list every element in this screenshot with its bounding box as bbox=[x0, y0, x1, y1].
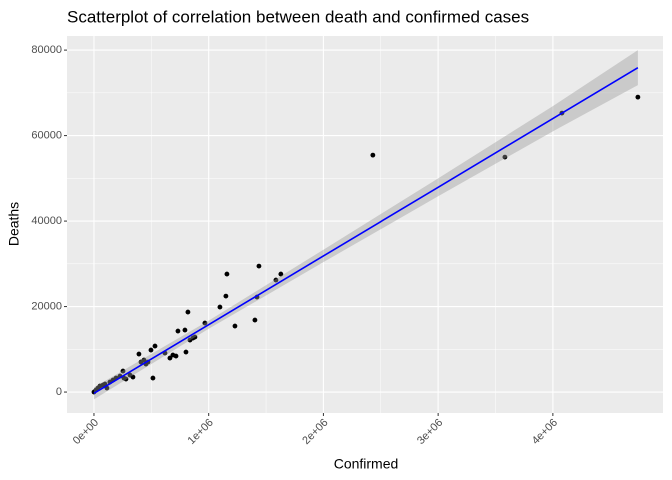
data-point bbox=[202, 320, 208, 326]
data-point bbox=[273, 277, 279, 283]
fit-line bbox=[93, 66, 639, 395]
data-point bbox=[370, 152, 376, 158]
chart-title: Scatterplot of correlation between death… bbox=[67, 7, 529, 26]
data-point bbox=[183, 349, 189, 355]
data-point bbox=[502, 154, 508, 160]
data-point bbox=[173, 353, 179, 359]
y-tick-label: 40000 bbox=[31, 215, 62, 227]
x-tick-label: 0e+00 bbox=[71, 417, 101, 447]
data-point bbox=[150, 375, 156, 381]
data-point bbox=[232, 323, 238, 329]
data-point bbox=[192, 334, 198, 340]
y-tick-label: 0 bbox=[56, 386, 62, 398]
x-tick-label: 2e+06 bbox=[300, 417, 330, 447]
data-point bbox=[120, 368, 126, 374]
data-point bbox=[167, 355, 173, 361]
y-tick-label: 80000 bbox=[31, 44, 62, 56]
data-point bbox=[252, 317, 258, 323]
data-point bbox=[635, 94, 641, 100]
data-point bbox=[223, 293, 229, 299]
x-tick-label: 4e+06 bbox=[530, 417, 560, 447]
data-point bbox=[123, 376, 129, 382]
data-point bbox=[175, 328, 181, 334]
data-point bbox=[130, 374, 136, 380]
y-tick-label: 60000 bbox=[31, 129, 62, 141]
data-point bbox=[152, 343, 158, 349]
data-point bbox=[182, 327, 188, 333]
data-point bbox=[278, 271, 284, 277]
data-point bbox=[148, 347, 154, 353]
data-point bbox=[136, 351, 142, 357]
data-point bbox=[185, 309, 191, 315]
y-tick-label: 20000 bbox=[31, 300, 62, 312]
data-point bbox=[217, 304, 223, 310]
x-axis-label: Confirmed bbox=[334, 456, 399, 472]
y-axis-label: Deaths bbox=[6, 202, 22, 246]
x-tick-label: 3e+06 bbox=[415, 417, 445, 447]
data-point bbox=[224, 271, 230, 277]
x-tick-label: 1e+06 bbox=[186, 417, 216, 447]
data-point bbox=[141, 357, 147, 363]
data-point bbox=[256, 263, 262, 269]
